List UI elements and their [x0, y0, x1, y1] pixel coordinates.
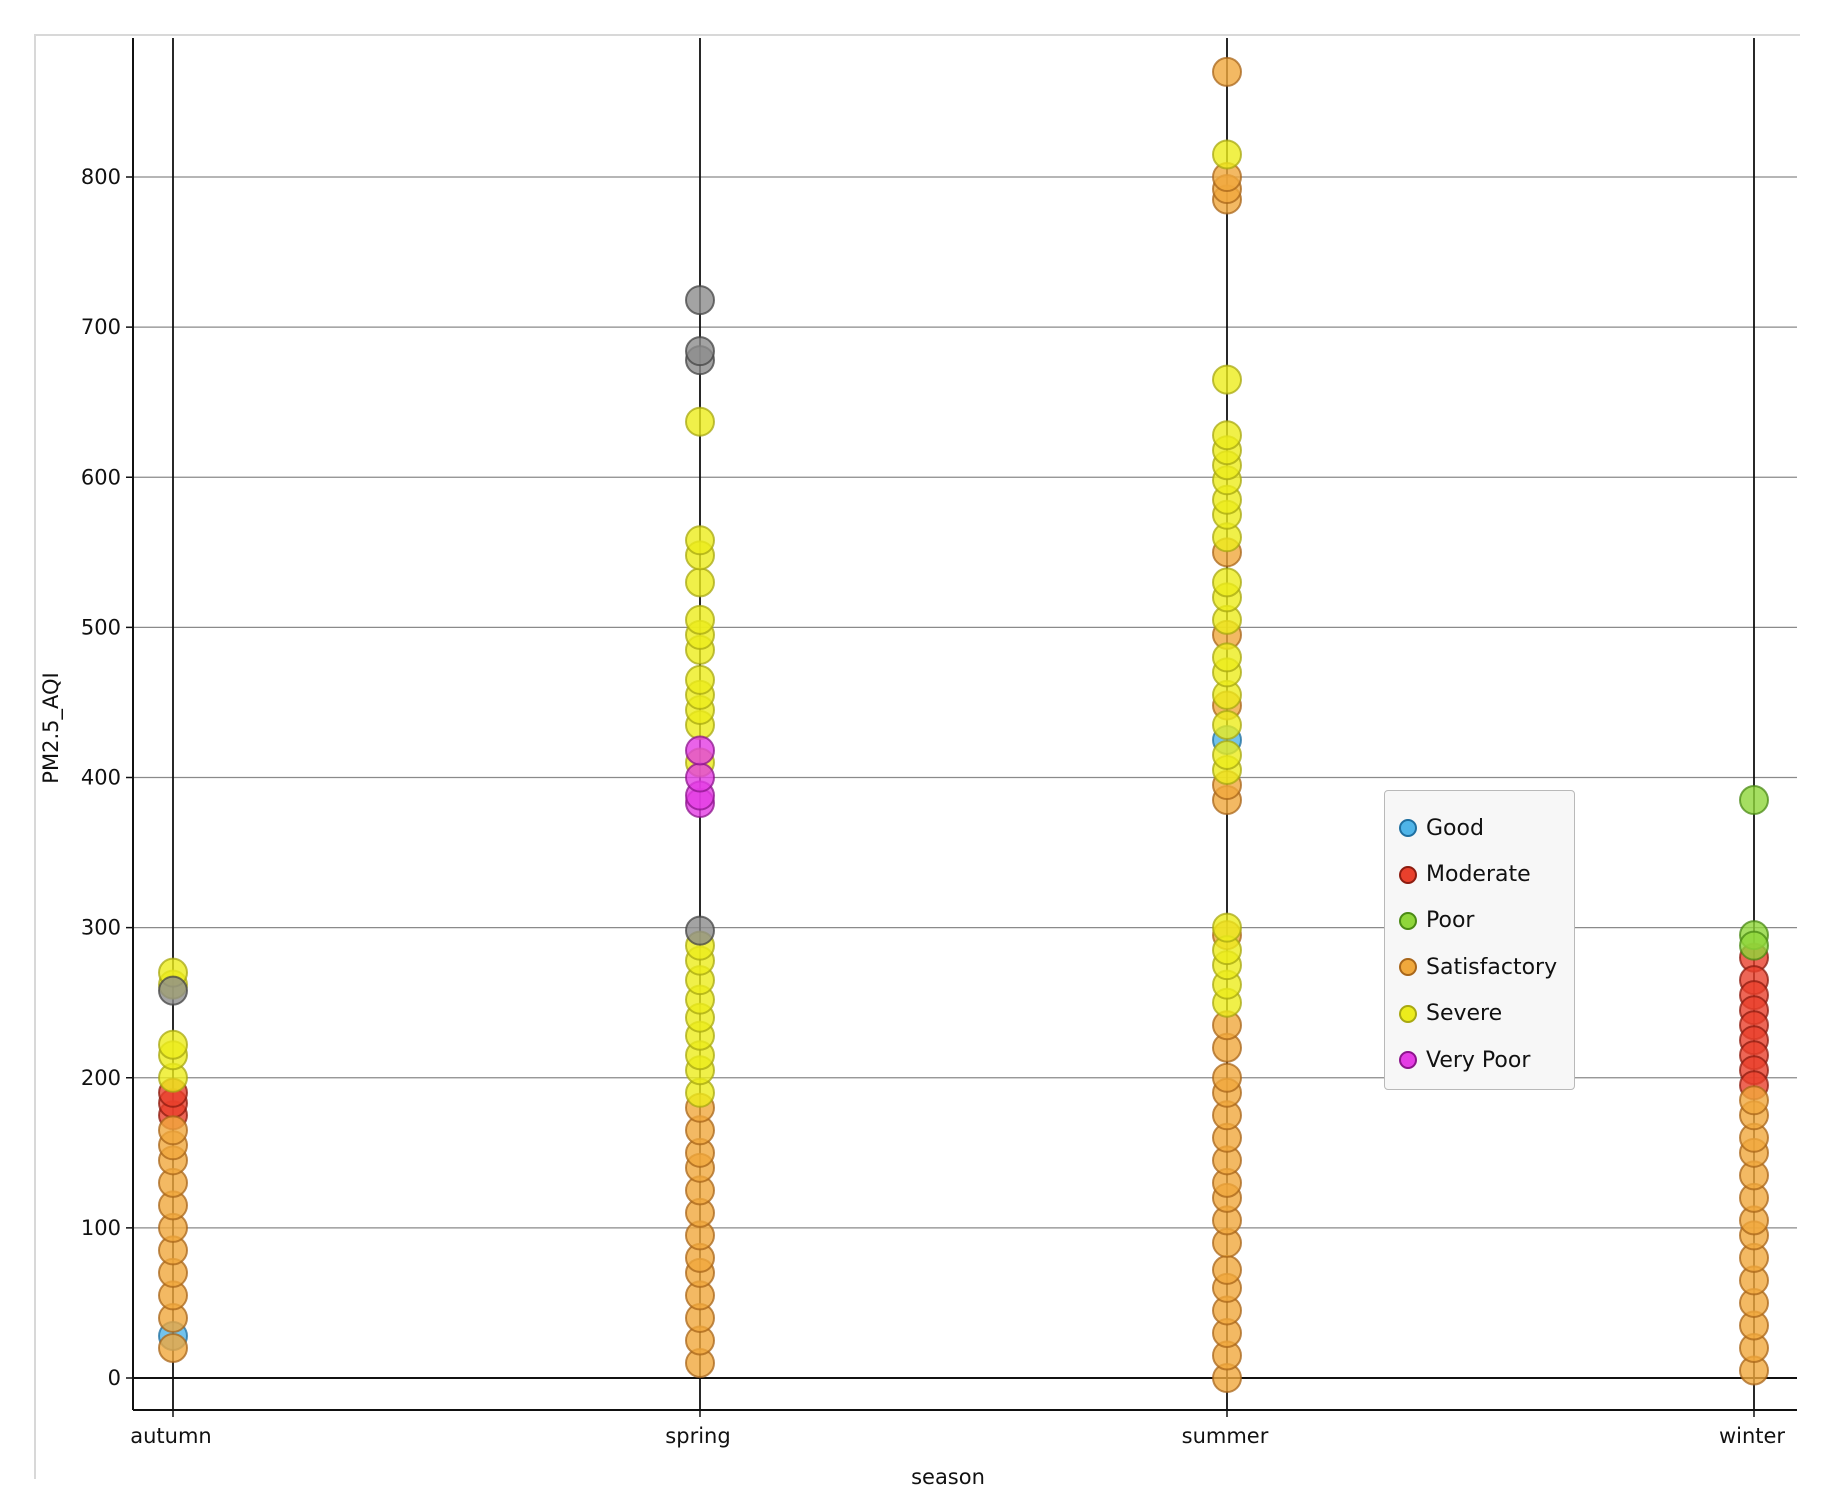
legend-item: Satisfactory: [1385, 944, 1574, 990]
legend-label: Very Poor: [1426, 1047, 1531, 1073]
legend-swatch: [1399, 819, 1417, 838]
chart-frame: [34, 34, 1800, 1479]
data-point: [1739, 930, 1769, 961]
data-point: [158, 975, 188, 1006]
series-poor: [1739, 785, 1769, 961]
data-point: [1212, 567, 1242, 598]
y-tick-label: 400: [81, 766, 121, 790]
legend-swatch: [1399, 1051, 1417, 1070]
data-point: [1212, 1062, 1242, 1093]
data-point: [1212, 739, 1242, 770]
axes: [126, 38, 1797, 1417]
data-point: [685, 567, 715, 598]
y-tick-label: 800: [81, 165, 121, 189]
series-very-poor: [685, 735, 715, 819]
legend-item: Very Poor: [1385, 1037, 1574, 1083]
data-point: [685, 915, 715, 946]
data-points: [158, 56, 1769, 1393]
data-point: [1739, 1085, 1769, 1116]
legend-label: Satisfactory: [1426, 954, 1558, 980]
data-point: [685, 604, 715, 635]
legend-label: Good: [1426, 815, 1484, 841]
x-axis-label: season: [911, 1465, 985, 1489]
data-point: [685, 525, 715, 556]
data-point: [1212, 139, 1242, 170]
y-tick-label: 600: [81, 465, 121, 489]
legend-label: Severe: [1426, 1001, 1503, 1027]
legend-label: Moderate: [1426, 862, 1531, 888]
data-point: [1212, 364, 1242, 395]
data-point: [158, 1029, 188, 1060]
y-tick-label: 300: [81, 916, 121, 940]
data-point: [1212, 1254, 1242, 1285]
y-tick-label: 200: [81, 1066, 121, 1090]
data-point: [1212, 420, 1242, 451]
data-point: [685, 285, 715, 316]
gridlines: [133, 38, 1797, 1410]
series-unlabeled: [158, 285, 715, 1006]
legend-item: Good: [1385, 805, 1574, 851]
legend-swatch: [1399, 958, 1417, 977]
data-point: [1212, 642, 1242, 673]
data-point: [1739, 785, 1769, 816]
data-point: [1212, 56, 1242, 87]
x-tick-label: autumn: [130, 1424, 212, 1448]
series-severe: [158, 139, 1242, 1108]
data-point: [158, 1115, 188, 1146]
legend-swatch: [1399, 911, 1417, 930]
data-point: [685, 406, 715, 437]
series-moderate: [158, 942, 1769, 1131]
y-tick-label: 0: [108, 1366, 121, 1390]
legend-swatch: [1399, 1004, 1417, 1023]
data-point: [685, 762, 715, 793]
x-tick-label: winter: [1719, 1424, 1785, 1448]
legend-item: Severe: [1385, 991, 1574, 1037]
x-tick-label: summer: [1182, 1424, 1269, 1448]
legend: Good Moderate Poor Satisfactory Severe Very P…: [1384, 790, 1575, 1090]
legend-label: Poor: [1426, 908, 1475, 934]
x-tick-label: spring: [665, 1424, 730, 1448]
series-satisfactory: [158, 56, 1769, 1393]
y-tick-label: 700: [81, 315, 121, 339]
data-point: [1212, 709, 1242, 740]
data-point: [685, 336, 715, 367]
legend-item: Moderate: [1385, 851, 1574, 897]
y-tick-label: 500: [81, 615, 121, 639]
data-point: [685, 664, 715, 695]
y-axis-label: PM2.5_AQI: [39, 672, 64, 783]
legend-swatch: [1399, 865, 1417, 884]
data-point: [1212, 912, 1242, 943]
tick-labels: 0 100 200 300 400 500 600 700 800 autumn spring sum…: [81, 165, 1786, 1448]
data-point: [685, 735, 715, 766]
data-point: [158, 1332, 188, 1363]
y-tick-label: 100: [81, 1216, 121, 1240]
legend-item: Poor: [1385, 898, 1574, 944]
